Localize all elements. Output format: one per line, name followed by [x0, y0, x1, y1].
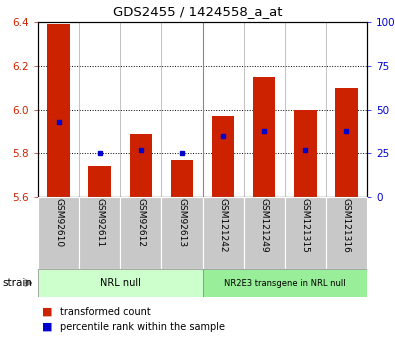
Bar — [130, 134, 152, 197]
Text: GSM92611: GSM92611 — [95, 198, 104, 248]
Bar — [203, 269, 367, 297]
Bar — [120, 197, 162, 269]
Text: transformed count: transformed count — [60, 307, 150, 317]
Bar — [88, 166, 111, 197]
Text: GSM121316: GSM121316 — [342, 198, 351, 253]
Text: NR2E3 transgene in NRL null: NR2E3 transgene in NRL null — [224, 278, 346, 287]
Bar — [162, 197, 203, 269]
Bar — [326, 197, 367, 269]
Bar — [38, 197, 79, 269]
Bar — [253, 77, 275, 197]
Text: GSM92610: GSM92610 — [54, 198, 63, 248]
Bar — [294, 109, 317, 197]
Bar — [212, 116, 234, 197]
Text: GSM92613: GSM92613 — [177, 198, 186, 248]
Text: GSM121315: GSM121315 — [301, 198, 310, 253]
Text: ■: ■ — [42, 322, 53, 332]
Text: GSM121242: GSM121242 — [218, 198, 228, 253]
Text: strain: strain — [2, 278, 32, 288]
Bar — [285, 197, 326, 269]
Bar — [335, 88, 358, 197]
Text: NRL null: NRL null — [100, 278, 141, 288]
Bar — [171, 160, 193, 197]
Text: GSM121249: GSM121249 — [260, 198, 269, 253]
Bar — [79, 197, 120, 269]
Text: GDS2455 / 1424558_a_at: GDS2455 / 1424558_a_at — [113, 5, 282, 18]
Text: ■: ■ — [42, 307, 53, 317]
Bar — [47, 24, 70, 197]
Text: percentile rank within the sample: percentile rank within the sample — [60, 322, 225, 332]
Text: GSM92612: GSM92612 — [136, 198, 145, 247]
Bar — [203, 197, 244, 269]
Bar — [244, 197, 285, 269]
Bar — [38, 269, 203, 297]
